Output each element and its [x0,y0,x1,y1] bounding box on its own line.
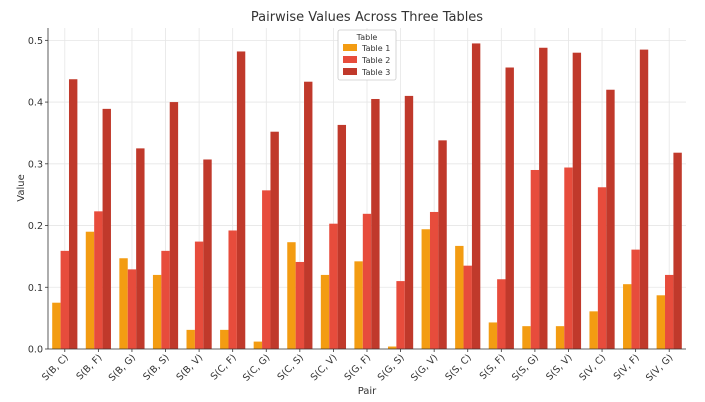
y-axis-label: Value [16,174,27,201]
legend: Table Table 1 Table 2 Table 3 [337,29,397,81]
bar-table-1 [421,229,430,349]
legend-swatch-table-1 [343,44,357,51]
x-tick-label: S(V, C) [577,352,608,383]
bar-table-2 [463,265,472,349]
x-tick-label: S(B, S) [141,352,171,382]
legend-label-table-1: Table 1 [361,44,390,53]
legend-label-table-2: Table 2 [361,56,390,65]
bar-table-2 [665,274,674,349]
x-tick-label: S(V, F) [612,352,642,382]
bar-table-3 [169,102,179,349]
x-axis-label: Pair [358,386,377,397]
bar-table-3 [673,152,682,349]
y-tick-label: 0.3 [28,159,43,170]
bar-table-1 [589,311,598,349]
bar-table-3 [539,47,548,349]
bar-table-2 [597,187,607,349]
legend-swatch-table-3 [343,68,357,75]
bar-table-1 [387,346,397,349]
bar-table-1 [119,258,128,349]
bar-table-1 [220,329,229,349]
bar-table-1 [152,274,162,349]
x-tick-label: S(B, V) [174,352,205,383]
bar-table-1 [555,326,565,349]
bar-table-1 [186,329,195,349]
y-tick-label: 0.5 [28,36,43,47]
legend-swatch-table-2 [343,56,357,63]
x-tick-label: S(B, G) [107,352,138,383]
bar-table-1 [85,231,95,349]
x-tick-label: S(G, F) [342,352,373,383]
x-tick-label: S(S, F) [478,352,508,382]
bar-table-3 [371,98,380,349]
x-tick-label: S(C, V) [309,352,340,383]
bar-table-3 [471,43,481,350]
chart-title: Pairwise Values Across Three Tables [251,10,483,25]
bar-table-3 [438,140,447,349]
bars-layer [52,43,682,350]
x-tick-label: S(S, V) [544,352,574,382]
bar-table-3 [572,52,582,349]
x-tick-label: S(S, G) [510,352,541,383]
bar-table-3 [606,89,615,349]
bar-table-1 [656,295,666,349]
bar-table-2 [631,249,640,349]
bar-table-1 [287,242,296,349]
bar-table-2 [262,190,271,349]
bar-table-1 [253,341,263,349]
bar-table-2 [161,250,170,349]
x-tick-label: S(G, V) [409,352,440,383]
bar-table-2 [60,250,69,349]
bar-table-2 [497,279,506,349]
bar-table-2 [530,169,540,349]
bar-table-1 [320,274,330,349]
x-tick-label: S(B, F) [74,352,104,382]
y-tick-label: 0.2 [28,221,43,232]
bar-table-3 [270,131,279,349]
bar-table-3 [404,95,414,350]
bar-table-3 [236,51,246,349]
legend-title: Table [356,33,378,42]
bar-table-2 [127,269,137,349]
bar-table-1 [623,284,632,349]
bar-table-2 [228,230,237,349]
legend-label-table-3: Table 3 [361,68,390,77]
x-tick-label: S(C, G) [241,352,272,383]
bar-table-3 [337,124,347,350]
bar-table-2 [429,211,439,349]
bar-table-2 [94,211,103,349]
x-tick-label: S(B, C) [40,352,71,383]
bar-table-1 [488,322,498,349]
bar-table-3 [68,79,78,349]
bar-table-1 [522,326,531,349]
x-tick-label: S(S, C) [443,352,474,383]
y-tick-label: 0.0 [28,345,43,356]
y-tick-label: 0.1 [28,283,43,294]
bar-table-3 [304,81,313,349]
x-tick-label: S(C, F) [209,352,239,382]
bar-table-3 [136,148,145,349]
bar-table-3 [505,67,514,349]
x-tick-label: S(G, S) [376,352,407,383]
bar-table-2 [396,281,405,349]
bar-table-2 [295,261,305,349]
bar-table-2 [362,213,372,349]
legend-box [337,29,397,81]
x-tick-label: S(V, G) [644,352,675,383]
bar-table-1 [354,261,363,349]
bar-table-2 [564,167,573,349]
bar-table-1 [455,245,464,349]
x-tick-label: S(C, S) [275,352,306,383]
bar-table-2 [329,223,338,349]
bar-table-3 [102,108,111,349]
bar-table-3 [203,159,212,349]
y-tick-label: 0.4 [28,98,43,109]
bar-table-2 [194,241,204,349]
bar-table-3 [639,49,649,349]
bar-table-1 [52,302,61,349]
